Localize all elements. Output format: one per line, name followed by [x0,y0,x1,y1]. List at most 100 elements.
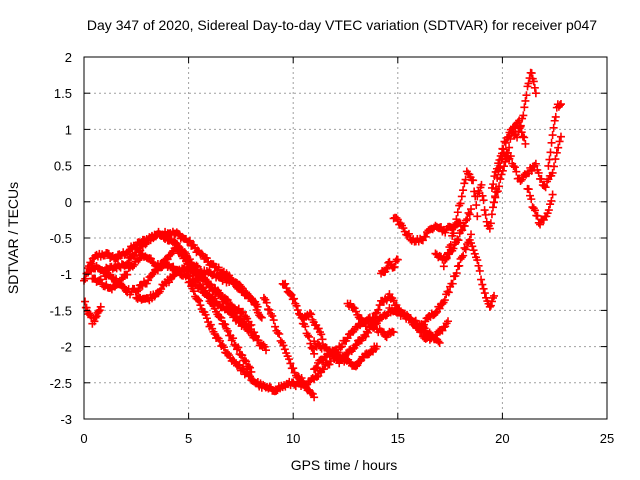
data-point [202,290,211,299]
x-tick-label: 10 [286,431,300,446]
y-tick-label: 1.5 [54,86,72,101]
data-point [286,359,295,368]
data-point [456,199,465,208]
data-point [222,299,231,308]
y-tick-label: -2.5 [50,376,72,391]
data-point [435,304,444,313]
data-point [547,138,556,147]
data-point [223,326,232,335]
data-point [319,365,328,374]
data-point [555,101,564,110]
data-point [536,220,545,229]
data-point [527,166,536,175]
data-point [92,312,101,321]
data-point [204,293,213,302]
data-point [546,148,555,157]
data-point [231,279,240,288]
y-tick-label: 1 [65,122,72,137]
data-point [446,241,455,250]
data-point [487,183,496,192]
data-point [495,182,504,191]
data-point [251,300,260,309]
data-point [513,133,522,142]
data-point [214,263,223,272]
data-point [467,239,476,248]
data-point [389,328,398,337]
data-point [340,354,349,363]
data-point [494,159,503,168]
data-point [280,345,289,354]
data-point [211,294,220,303]
data-point [458,226,467,235]
data-point [490,172,499,181]
data-points [80,68,565,402]
x-tick-label: 15 [391,431,405,446]
data-point [162,232,171,241]
data-point [507,129,516,138]
data-point [506,134,515,143]
data-point [430,335,439,344]
data-point [477,275,486,284]
y-tick-label: -1.5 [50,303,72,318]
data-point [404,229,413,238]
data-point [455,261,464,270]
data-point [473,212,482,221]
y-tick-label: 0.5 [54,159,72,174]
data-point [351,341,360,350]
data-point [478,280,487,289]
data-point [444,317,453,326]
data-point [359,353,368,362]
data-point [196,301,205,310]
grid [84,57,607,419]
data-point [497,170,506,179]
data-point [531,159,540,168]
data-point [527,69,536,78]
data-point [457,192,466,201]
data-point [453,208,462,217]
y-tick-label: -1 [60,267,72,282]
data-point [467,230,476,239]
data-point [431,309,440,318]
data-point [501,157,510,166]
data-point [533,211,542,220]
data-point [265,305,274,314]
data-point [486,219,495,228]
data-point [234,304,243,313]
data-point [488,203,497,212]
data-point [364,328,373,337]
data-point [544,161,553,170]
data-point [357,314,366,323]
data-point [262,298,271,307]
data-point [96,302,105,311]
data-point [544,206,553,215]
data-point [195,276,204,285]
data-point [469,176,478,185]
data-point [474,261,483,270]
data-point [479,196,488,205]
data-point [170,271,179,280]
data-point [254,336,263,345]
data-point [492,164,501,173]
series-arc-7 [184,277,319,402]
y-tick-label: -0.5 [50,231,72,246]
data-point [444,248,453,257]
data-point [468,242,477,251]
data-point [111,255,120,264]
data-point [480,289,489,298]
data-point [333,348,342,357]
data-point [247,367,256,376]
data-point [503,133,512,142]
data-point [543,209,552,218]
data-point [520,103,529,112]
x-tick-label: 20 [495,431,509,446]
data-point [307,310,316,319]
data-point [485,302,494,311]
data-point [219,343,228,352]
data-point [310,349,319,358]
data-point [244,362,253,371]
data-point [240,356,249,365]
data-point [491,193,500,202]
series-arc-16 [377,255,402,278]
series-arc-27 [544,100,565,170]
data-point [271,322,280,331]
